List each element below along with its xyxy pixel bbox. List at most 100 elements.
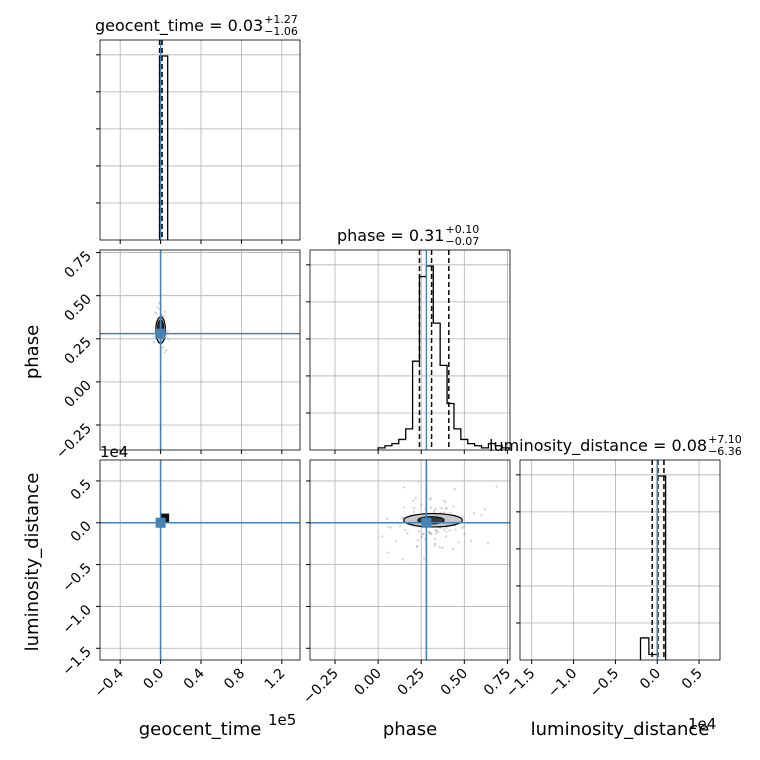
panel-distance-hist: −1.5 −1.0 −0.5 0.0 0.5 bbox=[503, 459, 721, 701]
truth-marker bbox=[421, 517, 432, 528]
sample-point bbox=[486, 542, 490, 545]
xtick-label: −1.0 bbox=[545, 666, 580, 701]
sample-point bbox=[460, 526, 464, 530]
sample-point bbox=[387, 551, 390, 554]
truth-marker bbox=[155, 328, 166, 339]
panel-frame bbox=[99, 249, 301, 451]
ytick-label: 0.00 bbox=[61, 377, 94, 410]
sample-point bbox=[386, 517, 389, 521]
sample-point bbox=[463, 532, 466, 535]
xtick-label: 0.0 bbox=[637, 666, 664, 693]
sample-point bbox=[434, 532, 437, 535]
sample-point bbox=[163, 310, 166, 313]
title-plus: +0.10 bbox=[445, 223, 479, 236]
sample-point bbox=[429, 497, 432, 500]
plot-area bbox=[100, 250, 300, 450]
svg-text:phase = 0.31: phase = 0.31 bbox=[337, 226, 444, 245]
ytick-label: −1.0 bbox=[59, 602, 94, 637]
sample-point bbox=[457, 541, 460, 544]
sample-point bbox=[483, 508, 486, 511]
sample-point bbox=[420, 503, 423, 506]
sample-point bbox=[428, 530, 431, 534]
panel-frame bbox=[99, 39, 301, 241]
sample-point bbox=[433, 542, 436, 545]
plot-area bbox=[310, 250, 510, 450]
sample-point bbox=[422, 532, 425, 535]
sample-point bbox=[452, 505, 455, 508]
panel-frame bbox=[309, 249, 511, 451]
ytick-label: −0.5 bbox=[59, 560, 94, 595]
offset-luminosity-distance-x: 1e4 bbox=[688, 715, 716, 733]
sample-point bbox=[436, 530, 439, 533]
sample-point bbox=[167, 338, 170, 341]
sample-point bbox=[429, 532, 432, 535]
xtick-label: −0.25 bbox=[300, 666, 342, 708]
svg-text:geocent_time = 0.03: geocent_time = 0.03 bbox=[95, 16, 263, 36]
xlabel-luminosity-distance: luminosity_distance bbox=[531, 719, 710, 740]
xtick-label: 1.2 bbox=[262, 666, 289, 693]
sample-point bbox=[403, 506, 406, 509]
sample-point bbox=[404, 528, 407, 531]
sample-point bbox=[416, 539, 419, 542]
sample-point bbox=[432, 509, 436, 512]
panel-geocent-time-hist bbox=[96, 39, 301, 244]
sample-point bbox=[418, 530, 421, 533]
sample-point bbox=[415, 545, 419, 548]
panel-frame bbox=[519, 459, 721, 661]
xtick-label: −0.4 bbox=[92, 665, 127, 700]
plot-area bbox=[520, 460, 720, 660]
ytick-label: −1.5 bbox=[59, 644, 94, 679]
panel-frame bbox=[309, 459, 511, 661]
sample-point bbox=[381, 535, 384, 538]
title-geocent-time: geocent_time = 0.03 +1.27 −1.06 bbox=[95, 13, 298, 38]
title-plus: +7.10 bbox=[708, 433, 742, 446]
sample-point bbox=[442, 499, 445, 502]
ytick-label: 0.0 bbox=[68, 518, 95, 545]
sample-point bbox=[472, 512, 475, 515]
xtick-label: 0.00 bbox=[352, 666, 385, 699]
sample-point bbox=[156, 306, 159, 309]
sample-point bbox=[417, 480, 420, 484]
sample-point bbox=[416, 545, 419, 548]
xtick-label: 0.4 bbox=[181, 665, 208, 692]
sample-point bbox=[406, 532, 409, 535]
plot-area bbox=[100, 460, 300, 660]
offset-luminosity-distance-y: 1e4 bbox=[100, 443, 128, 461]
sample-point bbox=[440, 506, 443, 510]
title-minus: −6.36 bbox=[708, 445, 742, 458]
sample-point bbox=[413, 507, 416, 510]
sample-point bbox=[454, 528, 457, 531]
ytick-label: 0.75 bbox=[61, 248, 94, 281]
sample-point bbox=[444, 507, 448, 510]
sample-point bbox=[166, 329, 169, 332]
offset-geocent-time: 1e5 bbox=[268, 711, 296, 729]
ylabel-phase: phase bbox=[22, 325, 43, 379]
sample-point bbox=[448, 511, 452, 514]
sample-point bbox=[162, 315, 165, 318]
panels: −0.25 0.00 0.25 0.50 0.75 −0.4 0.0 0.4 0.8 1.2 −1.… bbox=[53, 39, 721, 708]
title-plus: +1.27 bbox=[264, 13, 298, 26]
panel-distance-vs-geocent-time: −0.4 0.0 0.4 0.8 1.2 −1.5 −1.0 −0.5 0.0 0.5 bbox=[59, 459, 301, 701]
sample-point bbox=[469, 539, 473, 543]
plot-area bbox=[310, 460, 510, 660]
sample-point bbox=[444, 535, 448, 538]
sample-point bbox=[433, 544, 437, 547]
sample-point bbox=[163, 351, 166, 354]
sample-point bbox=[433, 537, 437, 541]
sample-point bbox=[434, 507, 437, 510]
sample-point bbox=[448, 529, 451, 532]
title-minus: −0.07 bbox=[445, 235, 479, 248]
title-minus: −1.06 bbox=[264, 25, 298, 38]
xtick-label: 0.50 bbox=[438, 666, 471, 699]
sample-point bbox=[398, 525, 402, 528]
xtick-label: −0.5 bbox=[587, 666, 622, 701]
sample-point bbox=[412, 510, 416, 513]
sample-point bbox=[428, 531, 431, 534]
sample-point bbox=[387, 525, 390, 528]
ylabel-luminosity-distance: luminosity_distance bbox=[22, 473, 43, 652]
panel-phase-vs-geocent-time: −0.25 0.00 0.25 0.50 0.75 bbox=[53, 248, 301, 462]
panel-phase-hist bbox=[306, 249, 511, 454]
ytick-label: 0.5 bbox=[68, 476, 95, 503]
sample-point bbox=[414, 497, 417, 500]
